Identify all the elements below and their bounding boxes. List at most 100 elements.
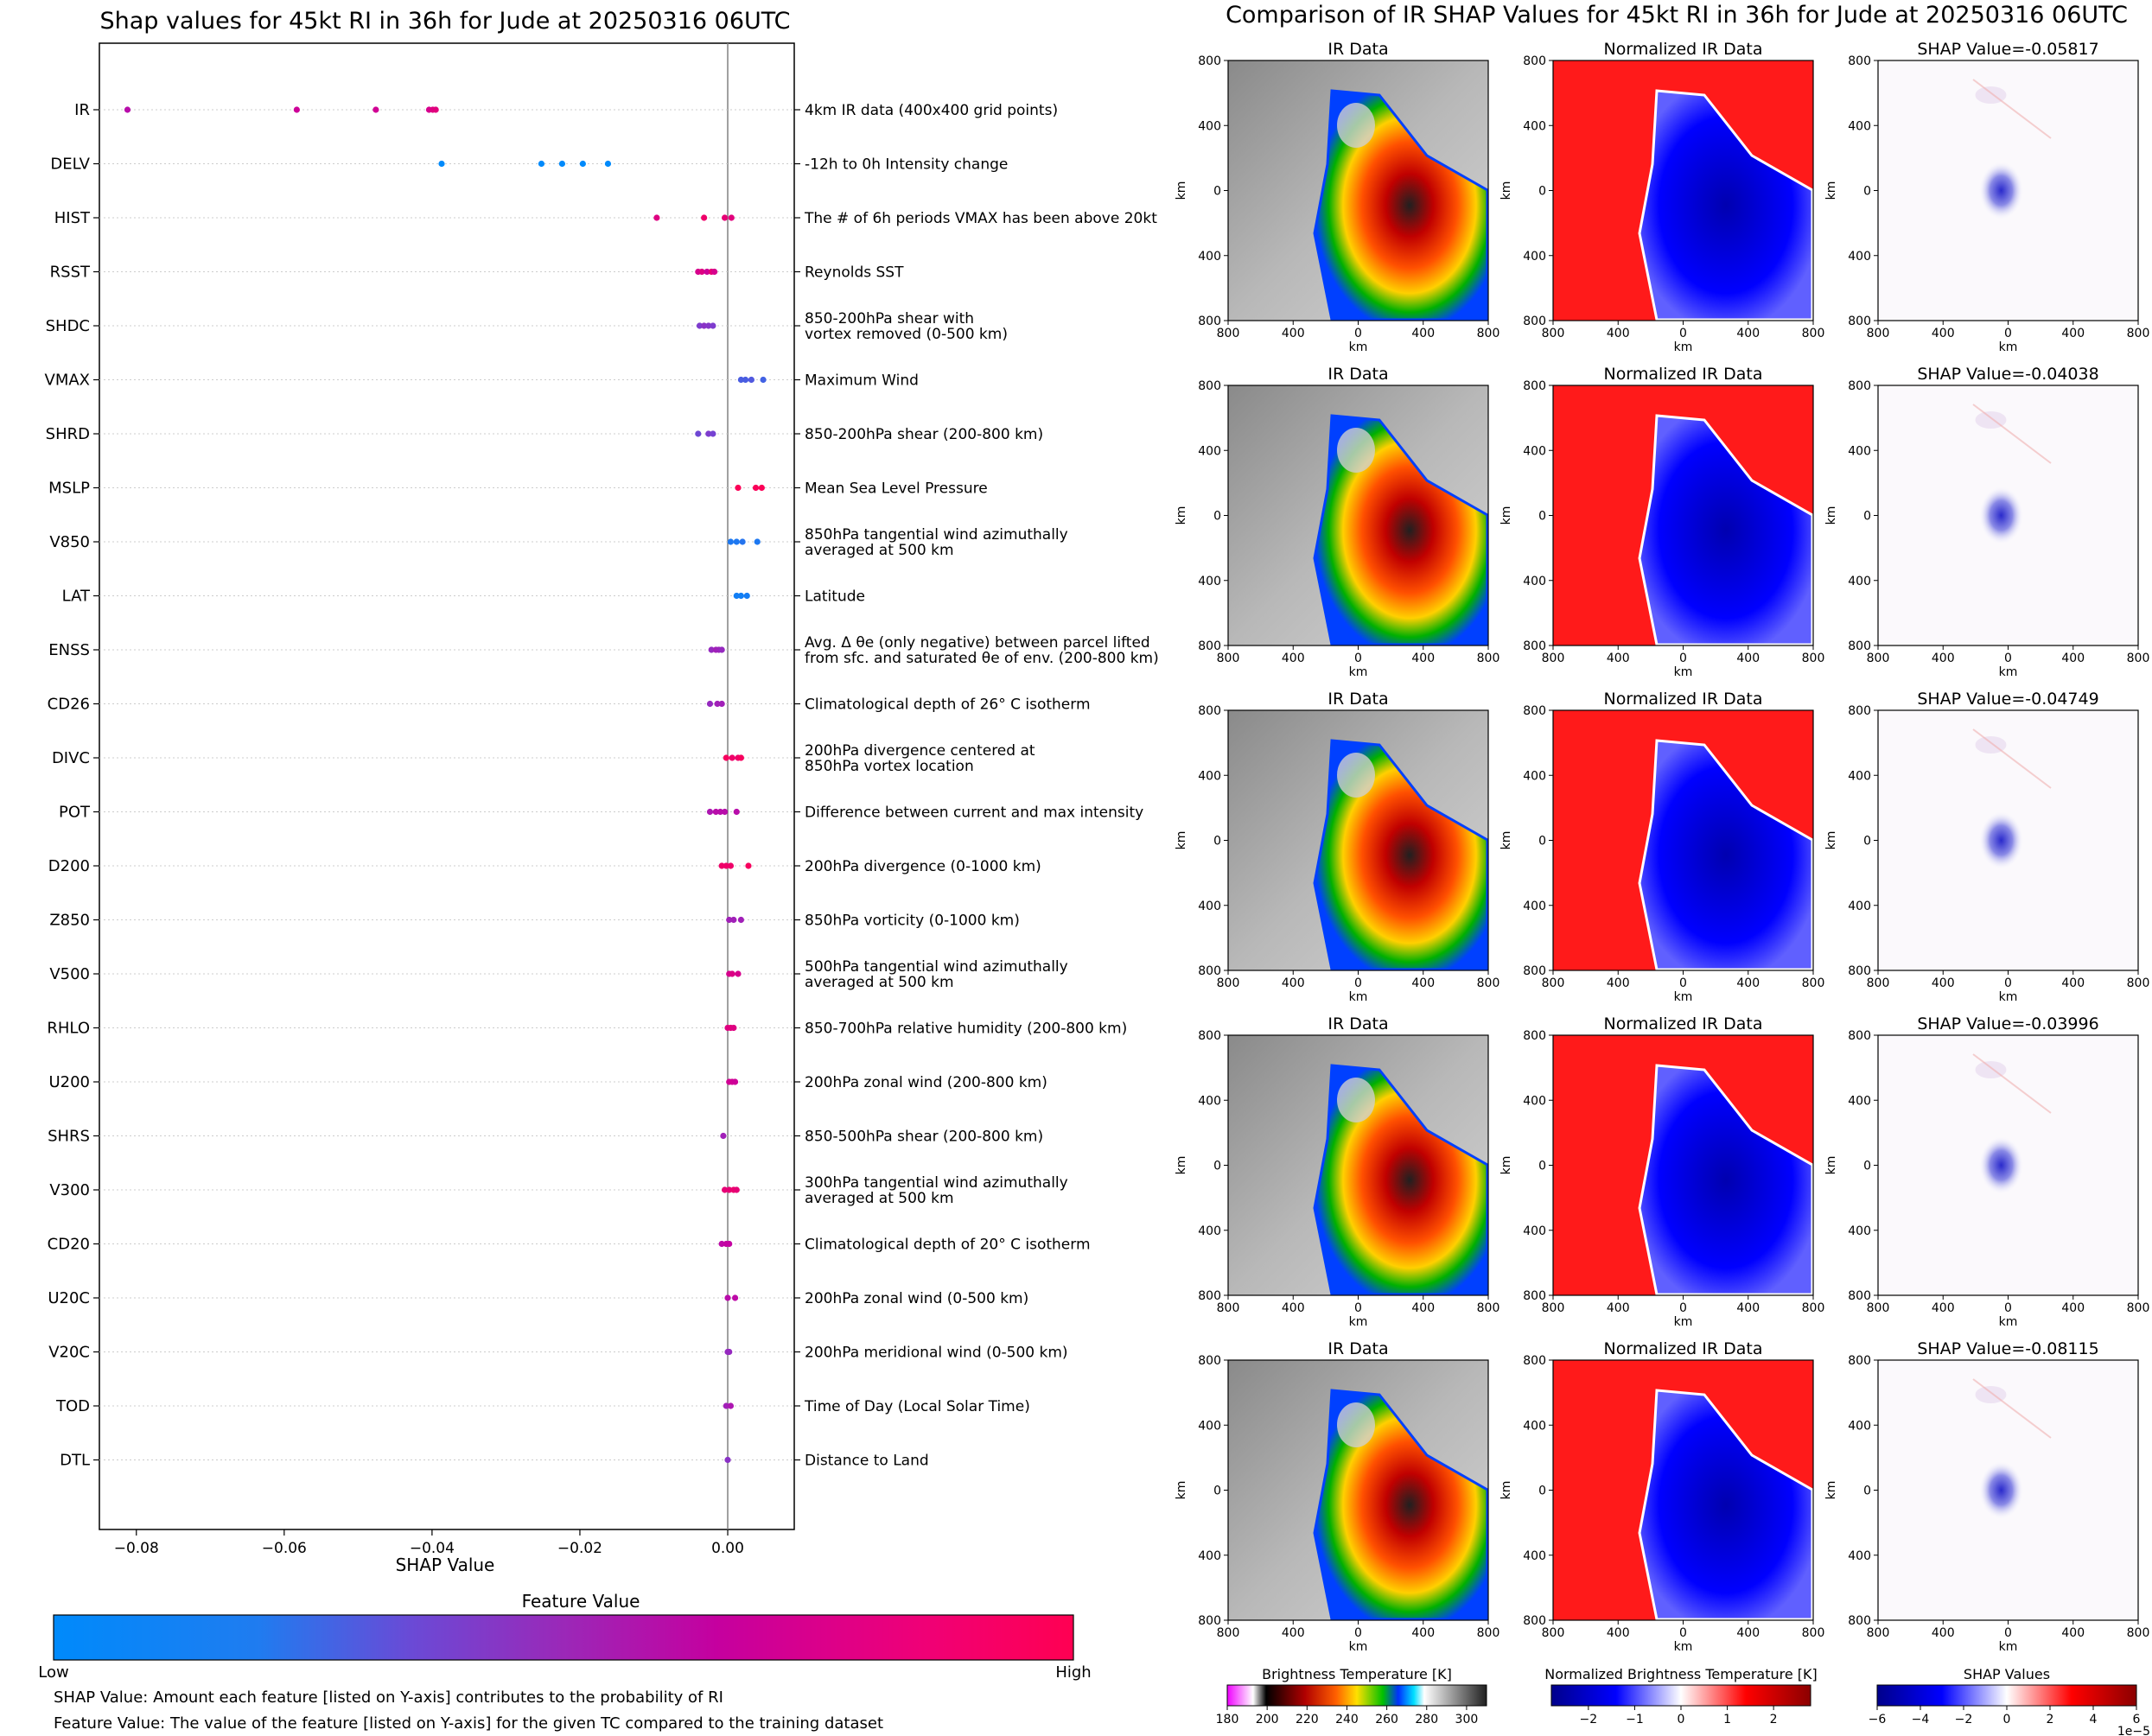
feature-value-colorbar-title: Feature Value xyxy=(522,1591,640,1612)
shap-point xyxy=(739,538,746,545)
panel-x-axis-label: km xyxy=(1999,990,2018,1004)
panel-y-tick-label: 0 xyxy=(1213,835,1221,849)
feature-label: V300 xyxy=(49,1181,90,1199)
panel-x-tick-label: 0 xyxy=(1354,1301,1362,1315)
feature-description: 200hPa zonal wind (0-500 km) xyxy=(805,1290,1028,1307)
panel-y-tick-label: 400 xyxy=(1198,1224,1221,1238)
panel-x-tick-label: 0 xyxy=(1679,327,1687,340)
x-tick-label: −0.08 xyxy=(114,1540,159,1557)
shap-plot-frame xyxy=(99,42,795,1530)
shap-point xyxy=(714,700,721,708)
colorbar-tick-label: −4 xyxy=(1912,1713,1930,1726)
feature-label: VMAX xyxy=(45,372,91,390)
feature-label: U200 xyxy=(48,1073,90,1091)
panel-x-tick-label: 400 xyxy=(1282,1626,1305,1640)
panel-y-axis-label: km xyxy=(1499,831,1513,850)
panel-x-tick-label: 0 xyxy=(1354,1626,1362,1640)
shap-blob xyxy=(1978,161,2024,220)
ir-panel: Normalized IR Data8008004004000040040080… xyxy=(1499,40,1824,354)
shap-point xyxy=(706,700,714,708)
feature-description: averaged at 500 km xyxy=(805,542,954,559)
shap-point xyxy=(372,106,379,113)
ir-cloud-shape xyxy=(1313,89,1489,321)
ir-panel: Normalized IR Data8008004004000040040080… xyxy=(1499,1014,1824,1329)
feature-label: CD20 xyxy=(48,1236,90,1254)
shap-point xyxy=(718,862,725,869)
panel-x-tick-label: 800 xyxy=(1802,1301,1825,1315)
norm-cloud-shape xyxy=(1638,739,1814,971)
panel-y-tick-label: 400 xyxy=(1198,900,1221,913)
panel-x-tick-label: 400 xyxy=(1736,976,1760,990)
panel-y-tick-label: 800 xyxy=(1198,315,1221,328)
feature-description: Distance to Land xyxy=(805,1453,929,1470)
feature-description: 200hPa meridional wind (0-500 km) xyxy=(805,1345,1068,1362)
feature-label: Z850 xyxy=(49,912,90,930)
colorbar-tick-label: 260 xyxy=(1375,1713,1398,1726)
panel-x-tick-label: 0 xyxy=(1679,1626,1687,1640)
ir-panel: SHAP Value=-0.04749800800400400004004008… xyxy=(1824,690,2149,1004)
panel-y-axis-label: km xyxy=(1499,1481,1513,1500)
panel-y-tick-label: 0 xyxy=(1538,510,1546,524)
panel-y-tick-label: 0 xyxy=(1538,835,1546,849)
shap-blob xyxy=(1978,1460,2024,1520)
shap-point xyxy=(705,430,712,437)
feature-label: U20C xyxy=(48,1289,90,1307)
x-tick-label: −0.06 xyxy=(262,1540,307,1557)
panel-title: IR Data xyxy=(1327,690,1388,709)
panel-y-tick-label: 800 xyxy=(1198,1354,1221,1368)
panel-y-tick-label: 400 xyxy=(1848,900,1871,913)
panel-title: Normalized IR Data xyxy=(1604,1339,1763,1358)
panel-y-tick-label: 400 xyxy=(1523,119,1546,133)
feature-description: 200hPa zonal wind (200-800 km) xyxy=(805,1074,1047,1091)
panel-x-axis-label: km xyxy=(1674,665,1693,679)
norm-cloud-shape xyxy=(1638,89,1814,321)
panel-x-tick-label: 0 xyxy=(1354,976,1362,990)
feature-description: Mean Sea Level Pressure xyxy=(805,480,988,498)
panel-y-tick-label: 800 xyxy=(1523,964,1546,978)
shap-x-axis: −0.08 −0.06 −0.04 −0.02 0.00 xyxy=(114,1529,744,1557)
ir-panel: SHAP Value=-0.04038800800400400004004008… xyxy=(1824,365,2149,679)
shap-point xyxy=(718,1240,725,1248)
feature-description: averaged at 500 km xyxy=(805,974,954,991)
feature-label: HIST xyxy=(54,209,91,227)
shap-point xyxy=(737,754,745,761)
panel-y-tick-label: 400 xyxy=(1848,250,1871,264)
panel-x-tick-label: 800 xyxy=(1477,652,1500,665)
panel-y-tick-label: 0 xyxy=(1213,510,1221,524)
feature-description: 850-700hPa relative humidity (200-800 km… xyxy=(805,1021,1127,1038)
feature-label: LAT xyxy=(62,588,91,606)
shap-point xyxy=(712,808,719,816)
panel-y-tick-label: 400 xyxy=(1848,1224,1871,1238)
colorbar-tick-label: −1 xyxy=(1626,1713,1644,1726)
shap-point xyxy=(730,1024,737,1032)
panel-title: IR Data xyxy=(1327,365,1388,384)
panel-y-tick-label: 400 xyxy=(1523,1224,1546,1238)
panel-y-tick-label: 0 xyxy=(1213,185,1221,199)
shap-point xyxy=(124,106,131,113)
ir-cold-core xyxy=(1337,103,1375,148)
panel-x-tick-label: 0 xyxy=(2004,652,2012,665)
feature-label: IR xyxy=(74,101,90,119)
panel-x-tick-label: 800 xyxy=(2127,1626,2150,1640)
feature-description: vortex removed (0-500 km) xyxy=(805,326,1008,343)
colorbar-tick-label: 0 xyxy=(2003,1713,2011,1726)
feature-description: 500hPa tangential wind azimuthally xyxy=(805,958,1068,976)
panel-x-tick-label: 400 xyxy=(2061,327,2085,340)
panel-x-tick-label: 800 xyxy=(1477,976,1500,990)
shap-colorbar-title: SHAP Values xyxy=(1964,1666,2050,1682)
shap-point xyxy=(726,1240,733,1248)
shap-point xyxy=(731,1294,739,1301)
panel-y-tick-label: 0 xyxy=(1538,185,1546,199)
panel-x-tick-label: 0 xyxy=(1354,327,1362,340)
panel-x-tick-label: 800 xyxy=(1802,976,1825,990)
panel-y-tick-label: 800 xyxy=(1198,1289,1221,1303)
panel-x-axis-label: km xyxy=(1674,990,1693,1004)
panel-x-tick-label: 400 xyxy=(1932,327,1955,340)
panel-y-tick-label: 400 xyxy=(1523,1094,1546,1108)
shap-red-streak xyxy=(1972,728,2052,789)
panel-y-tick-label: 800 xyxy=(1523,704,1546,718)
shap-point xyxy=(722,808,729,816)
comparison-title: Comparison of IR SHAP Values for 45kt RI… xyxy=(1226,2,2128,29)
